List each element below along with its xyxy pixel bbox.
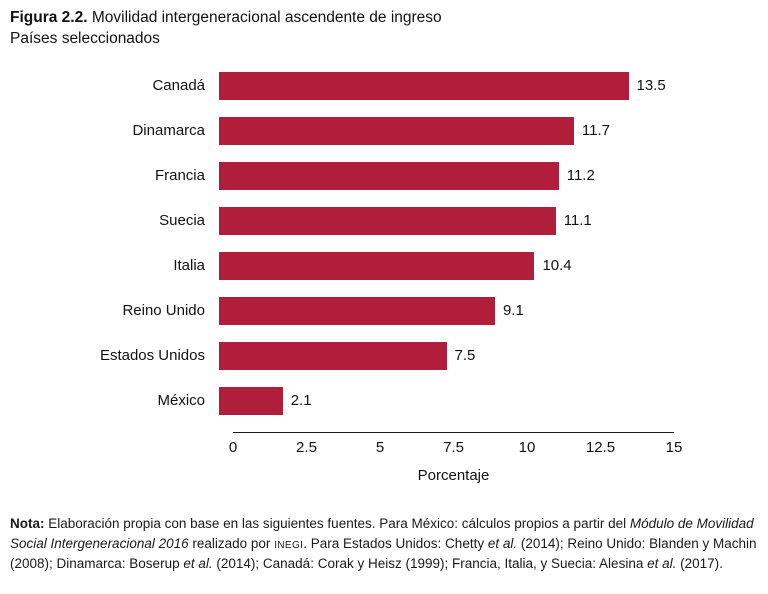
x-axis-ticks: 0 2.5 5 7.5 10 12.5 15	[229, 438, 683, 463]
bar-area: 2.1	[219, 386, 674, 415]
x-tick-label: 0	[228, 438, 238, 456]
x-axis-line	[233, 431, 674, 433]
bar	[219, 296, 496, 325]
note-segment: (2014); Reino Unido: Blanden y Machin (2…	[10, 536, 757, 572]
category-label: Francia	[154, 167, 205, 185]
bar	[219, 341, 447, 370]
bar	[219, 71, 629, 100]
x-tick-label: 10	[518, 438, 536, 456]
bar-row: Francia 11.2	[14, 161, 674, 190]
value-label: 11.7	[581, 122, 610, 140]
x-axis-label: Porcentaje	[417, 466, 490, 484]
bar-row: Estados Unidos 7.5	[14, 341, 674, 370]
bar	[219, 206, 556, 235]
bar-chart: Canadá 13.5 Dinamarca 11.7 Francia 11.2 Suecia…	[14, 71, 683, 484]
category-label: México	[157, 392, 205, 410]
bar-row: Canadá 13.5	[14, 71, 674, 100]
figure-title-text: Movilidad intergeneracional ascendente d…	[87, 9, 442, 26]
category-label: Estados Unidos	[99, 347, 205, 365]
bar-area: 13.5	[219, 71, 674, 100]
bar-area: 7.5	[219, 341, 674, 370]
value-label: 11.1	[563, 212, 592, 230]
value-label: 10.4	[542, 257, 572, 275]
figure-title: Figura 2.2. Movilidad intergeneracional …	[10, 8, 758, 29]
bar-row: Dinamarca 11.7	[14, 116, 674, 145]
x-tick-label: 15	[665, 438, 683, 456]
note-segment: Elaboración propia con base en las sigui…	[44, 515, 630, 531]
bar	[219, 116, 574, 145]
x-tick-label: 12.5	[585, 438, 616, 456]
note-segment: et al.	[183, 556, 213, 572]
x-tick-label: 2.5	[296, 438, 317, 456]
chart-rows: Canadá 13.5 Dinamarca 11.7 Francia 11.2 Suecia…	[14, 71, 674, 415]
note-segment: . Para Estados Unidos: Chetty	[303, 536, 488, 552]
note-segment: (2014); Canadá: Corak y Heisz (1999); Fr…	[212, 556, 648, 572]
note-segment: Módulo de Movilidad Social Intergeneraci…	[10, 515, 754, 552]
category-label: Reino Unido	[122, 302, 205, 320]
value-label: 9.1	[503, 302, 524, 320]
bar-row: México 2.1	[14, 386, 674, 415]
figure-subtitle: Países seleccionados	[10, 29, 160, 47]
x-tick-label: 5	[375, 438, 385, 456]
bar-area: 11.1	[219, 206, 674, 235]
bar-row: Reino Unido 9.1	[14, 296, 674, 325]
category-label: Suecia	[159, 212, 205, 230]
category-label: Canadá	[152, 77, 205, 95]
note-segment: realizado por	[188, 536, 275, 552]
note-segment: (2017).	[676, 556, 723, 572]
bar-area: 10.4	[219, 251, 674, 280]
x-tick-label: 7.5	[443, 438, 464, 456]
value-label: 2.1	[290, 392, 312, 410]
note-segment: Nota:	[10, 515, 45, 531]
note-segment: et al.	[647, 556, 677, 572]
note-segment: et al.	[487, 536, 518, 552]
category-label: Dinamarca	[132, 122, 205, 140]
bar-area: 11.7	[219, 116, 674, 145]
bar-row: Suecia 11.1	[14, 206, 674, 235]
bar-area: 11.2	[219, 161, 674, 190]
value-label: 11.2	[566, 167, 595, 185]
figure-number-label: Figura 2.2.	[10, 9, 88, 26]
bar	[219, 251, 535, 280]
category-label: Italia	[173, 257, 205, 275]
note-segment: INEGI	[274, 540, 304, 552]
bar-area: 9.1	[219, 296, 674, 325]
note-text: Nota: Elaboración propia con base en las…	[10, 514, 758, 575]
bar	[219, 386, 283, 415]
bar-row: Italia 10.4	[14, 251, 674, 280]
value-label: 13.5	[636, 77, 666, 95]
value-label: 7.5	[454, 347, 476, 365]
bar	[219, 161, 559, 190]
